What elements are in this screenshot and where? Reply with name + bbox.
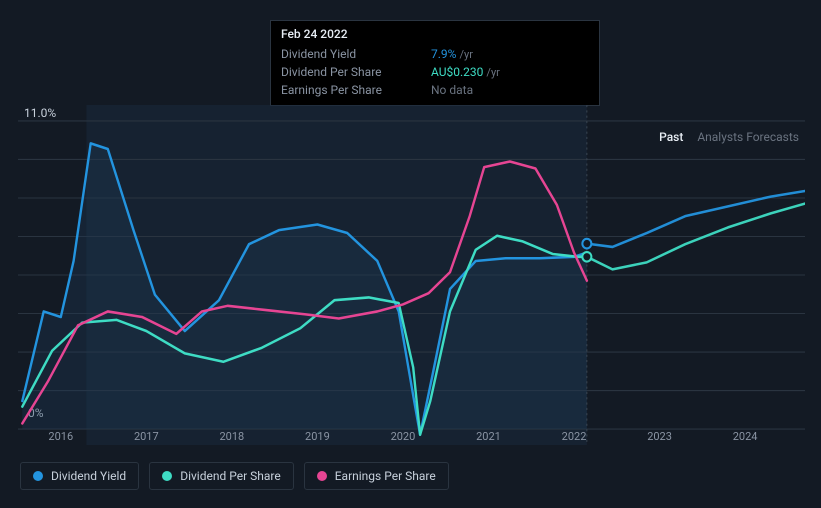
legend-label: Earnings Per Share	[335, 469, 436, 483]
chart-legend: Dividend Yield Dividend Per Share Earnings…	[20, 462, 449, 490]
chart-svg	[18, 105, 805, 445]
x-axis-label: 2023	[647, 430, 672, 443]
x-axis-label: 2018	[219, 430, 244, 443]
legend-item[interactable]: Dividend Per Share	[149, 462, 294, 490]
tooltip-row-label: Dividend Per Share	[281, 65, 411, 79]
legend-item[interactable]: Earnings Per Share	[304, 462, 449, 490]
section-forecast-label: Analysts Forecasts	[697, 130, 799, 144]
x-axis-label: 2021	[476, 430, 501, 443]
chart-area	[18, 105, 805, 445]
chart-tooltip: Feb 24 2022 Dividend Yield7.9%/yrDividen…	[270, 20, 600, 106]
tooltip-rows: Dividend Yield 7.9%/yr Dividend Per Share A…	[281, 45, 589, 99]
legend-item[interactable]: Dividend Yield	[20, 462, 139, 490]
section-past-label: Past	[659, 130, 683, 144]
x-axis-label: 2024	[733, 430, 758, 443]
x-axis-label: 2017	[134, 430, 159, 443]
legend-label: Dividend Yield	[51, 469, 126, 483]
x-axis-label: 2022	[562, 430, 587, 443]
legend-dot-icon	[162, 471, 172, 481]
tooltip-row: Earnings Per Share No data	[281, 81, 589, 99]
x-axis-label: 2016	[48, 430, 73, 443]
tooltip-row-value: 7.9%/yr	[431, 47, 473, 61]
section-labels: Past Analysts Forecasts	[659, 130, 799, 144]
x-axis-label: 2019	[305, 430, 330, 443]
tooltip-row-value: AU$0.230/yr	[431, 65, 500, 79]
legend-label: Dividend Per Share	[180, 469, 281, 483]
tooltip-row-value: No data	[431, 83, 473, 97]
tooltip-row-label: Earnings Per Share	[281, 83, 411, 97]
tooltip-row: Dividend Yield 7.9%/yr	[281, 45, 589, 63]
legend-dot-icon	[317, 471, 327, 481]
x-axis-labels: 2016 2017 2018 2019 2020 2021 2022 2023 2024	[18, 430, 805, 450]
tooltip-date: Feb 24 2022	[281, 27, 589, 45]
tooltip-row-label: Dividend Yield	[281, 47, 411, 61]
legend-dot-icon	[33, 471, 43, 481]
tooltip-row: Dividend Per Share AU$0.230/yr	[281, 63, 589, 81]
x-axis-label: 2020	[391, 430, 416, 443]
